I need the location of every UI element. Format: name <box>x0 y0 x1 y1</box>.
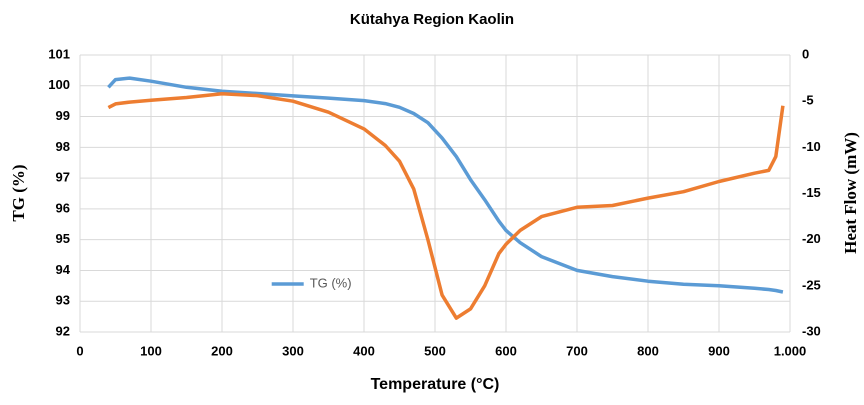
x-tick-label: 700 <box>566 343 588 358</box>
x-tick-label: 600 <box>495 343 517 358</box>
x-tick-label: 900 <box>708 343 730 358</box>
chart-title: Kütahya Region Kaolin <box>350 11 514 28</box>
x-tick-label: 800 <box>637 343 659 358</box>
x-tick-label: 1.000 <box>774 343 807 358</box>
y2-tick-label: -30 <box>802 323 821 338</box>
x-tick-label: 200 <box>211 343 233 358</box>
x-tick-label: 400 <box>353 343 375 358</box>
y-tick-label: 94 <box>56 262 71 277</box>
legend-label: TG (%) <box>310 275 352 290</box>
y-tick-label: 96 <box>56 200 70 215</box>
x-tick-label: 0 <box>76 343 83 358</box>
x-axis-title: Temperature (°C) <box>371 376 500 393</box>
y2-tick-label: 0 <box>802 46 809 61</box>
y-tick-label: 101 <box>48 46 70 61</box>
y2-axis-title: Heat Flow (mW) <box>841 132 860 254</box>
y2-tick-label: -5 <box>802 93 814 108</box>
y-tick-label: 97 <box>56 170 70 185</box>
y-tick-label: 99 <box>56 108 70 123</box>
x-tick-label: 500 <box>424 343 446 358</box>
x-tick-label: 100 <box>140 343 162 358</box>
y-tick-label: 95 <box>56 231 70 246</box>
x-tick-label: 300 <box>282 343 304 358</box>
y2-tick-label: -25 <box>802 277 821 292</box>
y2-tick-label: -10 <box>802 139 821 154</box>
y-tick-label: 93 <box>56 293 70 308</box>
y-tick-label: 100 <box>48 77 70 92</box>
series-line <box>107 76 784 294</box>
y-tick-label: 92 <box>56 323 70 338</box>
series-line <box>107 92 785 320</box>
y2-tick-label: -15 <box>802 185 821 200</box>
y-axis-title: TG (%) <box>9 164 28 221</box>
y-tick-label: 98 <box>56 139 70 154</box>
y2-tick-label: -20 <box>802 231 821 246</box>
